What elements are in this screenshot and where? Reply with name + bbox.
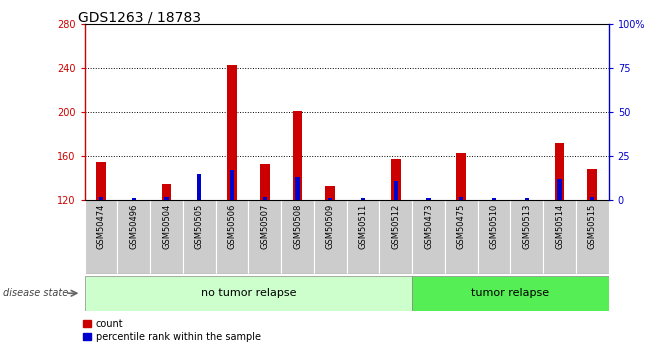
Bar (85, 276, 412, 310)
Text: GSM50474: GSM50474 (96, 204, 105, 249)
Bar (326, 186, 335, 200)
Bar (456, 153, 466, 200)
Text: GSM50513: GSM50513 (522, 204, 531, 249)
Text: GSM50514: GSM50514 (555, 204, 564, 249)
Bar (117, 200, 150, 274)
Text: GSM50510: GSM50510 (490, 204, 499, 249)
Bar (361, 198, 365, 200)
Bar (227, 65, 237, 200)
Bar (555, 143, 564, 200)
Text: GSM50512: GSM50512 (391, 204, 400, 249)
Bar (576, 200, 609, 274)
Bar (412, 200, 445, 274)
Bar (525, 198, 529, 200)
Bar (96, 161, 106, 200)
Bar (262, 197, 267, 200)
Text: GSM50509: GSM50509 (326, 204, 335, 249)
Bar (165, 197, 169, 200)
Bar (85, 200, 117, 274)
Bar (292, 111, 303, 200)
Text: GSM50475: GSM50475 (457, 204, 466, 249)
Bar (590, 197, 594, 200)
Bar (296, 177, 299, 200)
Bar (587, 169, 597, 200)
Text: GSM50505: GSM50505 (195, 204, 204, 249)
Text: tumor relapse: tumor relapse (471, 288, 549, 298)
Bar (260, 164, 270, 200)
Text: GSM50506: GSM50506 (227, 204, 236, 249)
Bar (161, 184, 171, 200)
Bar (492, 198, 496, 200)
Bar (459, 197, 464, 200)
Text: GSM50507: GSM50507 (260, 204, 270, 249)
Bar (543, 200, 576, 274)
Bar (197, 174, 201, 200)
Legend: count, percentile rank within the sample: count, percentile rank within the sample (83, 319, 260, 342)
Bar (150, 200, 183, 274)
Bar (132, 198, 136, 200)
Bar (510, 200, 543, 274)
Text: disease state: disease state (3, 288, 68, 298)
Text: GSM50473: GSM50473 (424, 204, 433, 249)
Bar (281, 200, 314, 274)
Bar (478, 200, 510, 274)
Text: GSM50496: GSM50496 (130, 204, 138, 249)
Text: GSM50508: GSM50508 (293, 204, 302, 249)
Bar (328, 198, 333, 200)
Bar (380, 200, 412, 274)
Bar (445, 200, 478, 274)
Bar (249, 200, 281, 274)
Bar (215, 200, 249, 274)
Text: GDS1263 / 18783: GDS1263 / 18783 (78, 10, 201, 24)
Bar (412, 276, 609, 310)
Bar (347, 200, 380, 274)
Bar (230, 170, 234, 200)
Bar (314, 200, 347, 274)
Bar (557, 179, 562, 200)
Bar (183, 200, 215, 274)
Bar (394, 181, 398, 200)
Bar (426, 198, 431, 200)
Text: GSM50515: GSM50515 (588, 204, 597, 249)
Text: no tumor relapse: no tumor relapse (201, 288, 296, 298)
Text: GSM50511: GSM50511 (359, 204, 368, 249)
Bar (99, 197, 103, 200)
Text: GSM50504: GSM50504 (162, 204, 171, 249)
Bar (391, 159, 401, 200)
